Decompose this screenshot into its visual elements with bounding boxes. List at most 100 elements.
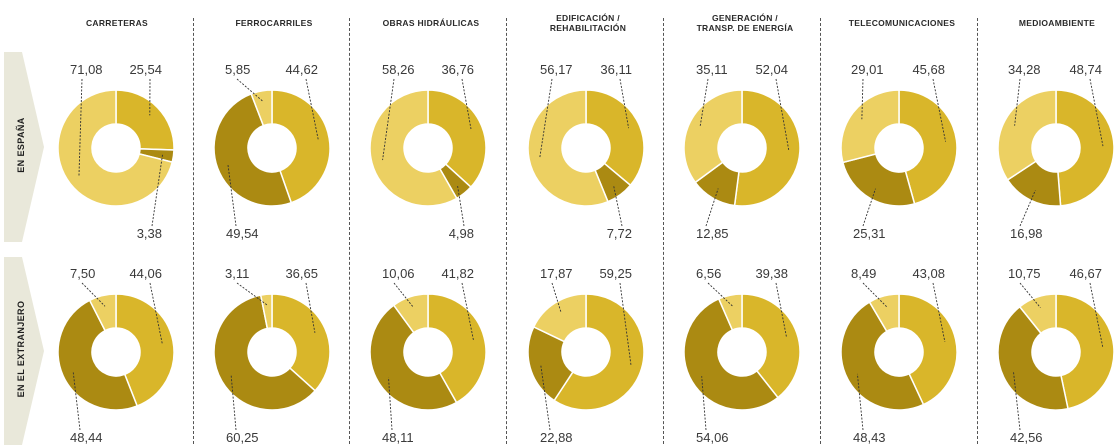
row-tab-shape xyxy=(4,52,44,242)
slice-value-label: 34,28 xyxy=(1008,62,1041,77)
leader-line xyxy=(862,188,876,227)
donut-slice xyxy=(369,89,458,207)
leader-line xyxy=(78,78,83,177)
donut-chart: 43,08 48,43 8,49 xyxy=(840,266,958,445)
leader-line xyxy=(72,371,81,431)
column-header-medioambiente: MEDIOAMBIENTE xyxy=(977,18,1116,28)
leader-line xyxy=(388,377,393,431)
slice-value-label: 22,88 xyxy=(540,430,573,445)
slice-value-label: 48,44 xyxy=(70,430,103,445)
slice-value-label: 10,06 xyxy=(382,266,415,281)
donut-slice xyxy=(717,293,743,331)
slice-value-label: 46,67 xyxy=(1069,266,1102,281)
slice-value-label: 36,11 xyxy=(600,62,632,77)
leader-line xyxy=(705,188,719,227)
slice-value-label: 6,56 xyxy=(696,266,721,281)
slice-value-label: 35,11 xyxy=(696,62,728,77)
donut-slice xyxy=(115,293,175,407)
column-header-ferrocarriles: FERROCARRILES xyxy=(194,18,354,28)
column-header-edificacion: EDIFICACIÓN / REHABILITACIÓN xyxy=(508,13,668,33)
column-separator xyxy=(663,18,664,444)
donut-slice xyxy=(1018,293,1057,335)
row-tab-espana: EN ESPAÑA xyxy=(4,52,44,242)
donut-slice xyxy=(271,293,331,392)
donut-chart: 48,74 16,98 34,28 xyxy=(997,62,1115,241)
donut-slice xyxy=(741,293,801,399)
donut-slice xyxy=(1055,89,1115,207)
donut-slice xyxy=(553,293,645,411)
leader-line xyxy=(619,78,630,129)
donut-chart: 59,25 22,88 17,87 xyxy=(527,266,645,445)
slice-value-label: 25,31 xyxy=(853,226,886,241)
donut-slice xyxy=(88,293,117,332)
column-header-generacion: GENERACIÓN / TRANSP. DE ENERGÍA xyxy=(665,13,825,33)
donut-slice xyxy=(840,89,900,164)
column-separator xyxy=(349,18,350,444)
column-header-line2: REHABILITACIÓN xyxy=(549,23,627,33)
slice-value-label: 48,74 xyxy=(1069,62,1102,77)
row-tab-extranjero: EN EL EXTRANJERO xyxy=(4,257,44,445)
donut-slice xyxy=(369,304,458,411)
slice-value-label: 42,56 xyxy=(1010,430,1043,445)
donut-slice xyxy=(271,89,331,204)
slice-value-label: 59,25 xyxy=(599,266,632,281)
donut-slice xyxy=(115,89,175,151)
leader-line xyxy=(699,78,709,127)
column-header-line1: CARRETERAS xyxy=(85,18,149,28)
donut-slice xyxy=(1055,293,1115,410)
slice-value-label: 7,50 xyxy=(70,266,95,281)
leader-line xyxy=(81,282,106,307)
leader-line xyxy=(540,364,551,431)
donut-chart: 36,76 4,98 58,26 xyxy=(369,62,487,241)
slice-value-label: 49,54 xyxy=(226,226,259,241)
slice-value-label: 41,82 xyxy=(441,266,474,281)
leader-line xyxy=(230,375,237,431)
leader-line xyxy=(151,154,163,227)
leader-line xyxy=(461,282,474,341)
donut-slice xyxy=(898,89,958,205)
slice-value-label: 45,68 xyxy=(912,62,945,77)
donut-chart: 41,82 48,11 10,06 xyxy=(369,266,487,445)
slice-value-label: 25,54 xyxy=(129,62,162,77)
donut-slice xyxy=(841,153,916,207)
leader-line xyxy=(236,78,264,103)
slice-value-label: 56,17 xyxy=(540,62,573,77)
donut-slice xyxy=(250,89,273,127)
donut-chart: 46,67 42,56 10,75 xyxy=(997,266,1115,445)
slice-value-label: 7,72 xyxy=(607,226,632,241)
leader-line xyxy=(932,282,946,342)
donut-slice xyxy=(683,297,779,411)
slice-value-label: 16,98 xyxy=(1010,226,1043,241)
donut-chart: 44,62 49,54 5,85 xyxy=(213,62,331,241)
donut-slice xyxy=(527,89,609,207)
column-separator xyxy=(820,18,821,444)
donut-slice xyxy=(57,89,174,207)
leader-line xyxy=(1089,282,1104,348)
slice-value-label: 44,06 xyxy=(129,266,162,281)
donut-slice xyxy=(997,89,1057,181)
donut-slice xyxy=(57,299,139,411)
leader-line xyxy=(551,282,562,313)
leader-line xyxy=(1019,190,1036,227)
column-header-line1: EDIFICACIÓN / xyxy=(556,13,620,23)
leader-line xyxy=(932,78,947,142)
donut-slice xyxy=(392,293,429,334)
leader-line xyxy=(1019,282,1041,308)
donut-chart: 39,38 54,06 6,56 xyxy=(683,266,801,445)
slice-value-label: 54,06 xyxy=(696,430,729,445)
slice-value-label: 58,26 xyxy=(382,62,415,77)
leader-line xyxy=(461,78,472,130)
leader-line xyxy=(856,373,864,431)
slice-value-label: 12,85 xyxy=(696,226,729,241)
donut-slice xyxy=(733,89,801,207)
donut-slice xyxy=(585,89,645,187)
leader-line xyxy=(1089,78,1104,147)
leader-line xyxy=(382,78,395,161)
donut-slice xyxy=(427,89,487,189)
slice-value-label: 60,25 xyxy=(226,430,259,445)
slice-value-label: 3,38 xyxy=(137,226,162,241)
slice-value-label: 4,98 xyxy=(449,226,474,241)
column-header-line1: GENERACIÓN / xyxy=(712,13,778,23)
leader-line xyxy=(1013,372,1021,431)
